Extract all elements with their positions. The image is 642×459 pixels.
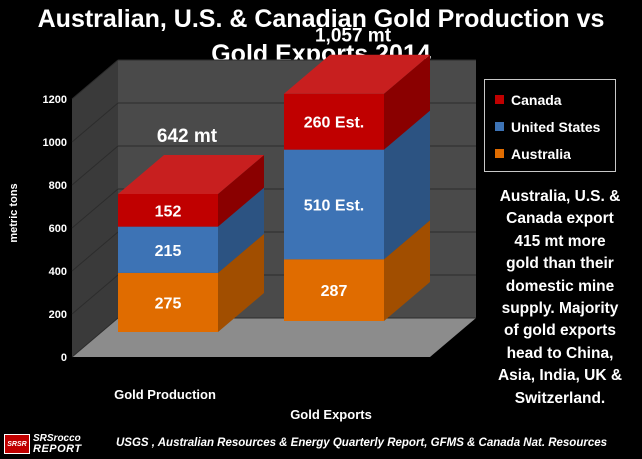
y-tick-label: 1000 bbox=[43, 137, 67, 149]
x-category-label: Gold Production bbox=[114, 387, 216, 402]
y-tick-label: 400 bbox=[49, 266, 67, 278]
bar-segment-australia bbox=[118, 272, 218, 332]
x-category-label: Gold Exports bbox=[290, 407, 372, 422]
bar-side-australia bbox=[218, 233, 264, 332]
logo-text: SRSrocco REPORT bbox=[33, 433, 82, 455]
y-tick-label: 1200 bbox=[43, 94, 67, 106]
note-line: of gold exports bbox=[504, 322, 616, 340]
chart-title: Australian, U.S. & Canadian Gold Product… bbox=[0, 2, 642, 72]
srsrocco-logo: SRSR SRSrocco REPORT bbox=[4, 433, 111, 455]
bar-side-canada bbox=[218, 154, 264, 227]
gridline-side bbox=[71, 102, 119, 143]
bar-top-canada bbox=[118, 154, 264, 194]
chart-legend: Canada United States Australia bbox=[484, 79, 616, 172]
gridline-side bbox=[71, 59, 119, 100]
legend-item-united-states: United States bbox=[495, 113, 609, 140]
note-line: 415 mt more bbox=[514, 232, 606, 250]
bar-segment-united-states bbox=[284, 149, 384, 260]
total-label: 1,057 mt bbox=[315, 26, 392, 47]
bar-segment-united-states bbox=[118, 226, 218, 273]
legend-item-australia: Australia bbox=[495, 140, 609, 167]
total-label: 642 mt bbox=[157, 126, 218, 147]
data-label-australia: 287 bbox=[321, 283, 348, 300]
legend-label-canada: Canada bbox=[511, 91, 562, 108]
legend-label-australia: Australia bbox=[511, 145, 571, 162]
gridline-side bbox=[71, 145, 119, 186]
logo-badge: SRSR bbox=[4, 434, 30, 454]
gridline-side bbox=[71, 231, 119, 272]
logo-line-1: SRSrocco bbox=[33, 433, 81, 444]
bar-segment-canada bbox=[284, 93, 384, 150]
gridline-side bbox=[71, 274, 119, 315]
bar-segment-australia bbox=[284, 259, 384, 321]
legend-swatch-canada bbox=[495, 95, 504, 104]
legend-item-canada: Canada bbox=[495, 86, 609, 113]
source-citation: USGS , Australian Resources & Energy Qua… bbox=[116, 437, 608, 449]
note-line: Australia, U.S. & bbox=[499, 188, 621, 205]
y-tick-label: 800 bbox=[49, 180, 67, 192]
data-label-australia: 275 bbox=[155, 295, 182, 312]
note-line: Canada export bbox=[506, 210, 614, 228]
bar-side-canada bbox=[384, 54, 430, 150]
legend-swatch-united-states bbox=[495, 122, 504, 131]
gridline-side bbox=[71, 317, 119, 358]
data-label-canada: 152 bbox=[155, 203, 182, 220]
title-line-1: Australian, U.S. & Canadian Gold Product… bbox=[37, 5, 605, 33]
note-line: gold than their bbox=[506, 255, 614, 273]
note-line: supply. Majority bbox=[501, 300, 619, 318]
bar-top-canada bbox=[284, 54, 430, 94]
bar-side-australia bbox=[384, 220, 430, 321]
logo-line-2: REPORT bbox=[33, 443, 82, 455]
y-tick-label: 200 bbox=[49, 309, 67, 321]
data-label-united-states: 510 Est. bbox=[304, 197, 364, 214]
note-line: head to China, bbox=[506, 344, 614, 362]
gridline-side bbox=[71, 188, 119, 229]
y-tick-label: 600 bbox=[49, 223, 67, 235]
data-label-united-states: 215 bbox=[155, 243, 182, 260]
legend-swatch-australia bbox=[495, 149, 504, 158]
note-line: Asia, India, UK & bbox=[497, 367, 623, 385]
data-label-canada: 260 Est. bbox=[304, 115, 364, 132]
legend-label-united-states: United States bbox=[511, 118, 601, 135]
bar-side-united-states bbox=[218, 187, 264, 273]
bar-segment-canada bbox=[118, 193, 218, 227]
annotation-note: Australia, U.S. & Canada export 415 mt m… bbox=[479, 186, 641, 410]
y-tick-label: 0 bbox=[61, 352, 67, 364]
note-line: Switzerland. bbox=[514, 389, 606, 407]
bar-side-united-states bbox=[384, 110, 430, 260]
note-line: domestic mine bbox=[505, 277, 615, 295]
y-axis-label: metric tons bbox=[8, 183, 20, 242]
